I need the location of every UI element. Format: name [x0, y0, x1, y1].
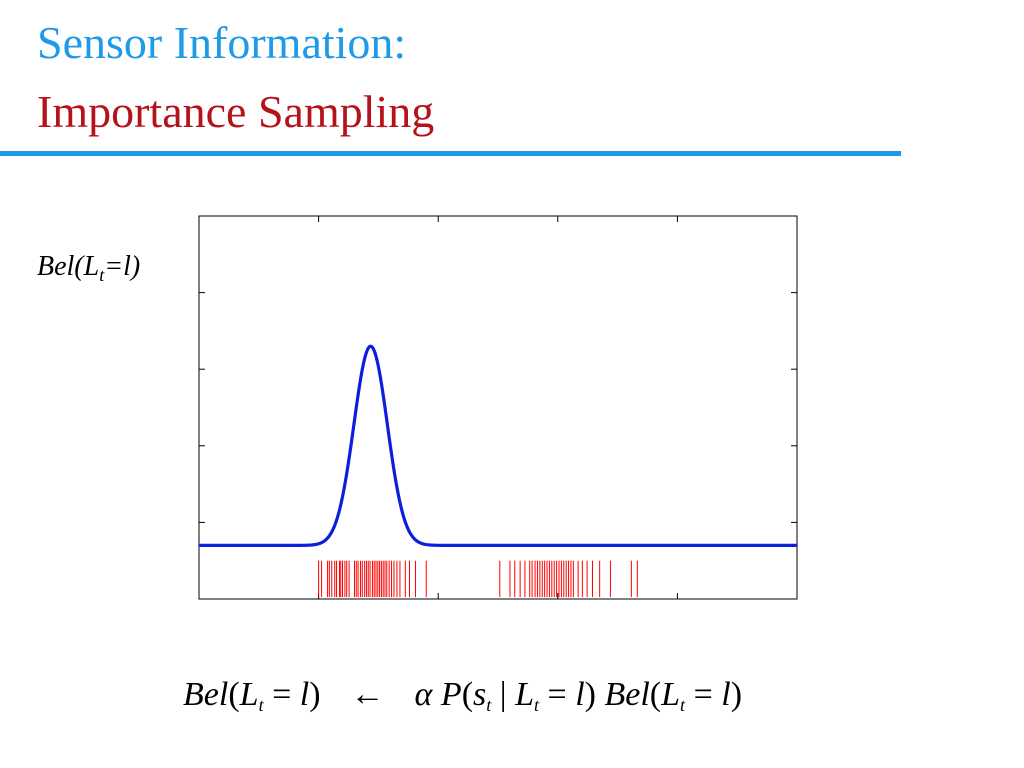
y-axis-label-tail: =l): [104, 251, 141, 282]
y-axis-label-main: Bel(L: [37, 251, 100, 282]
y-axis-label-subscript: t: [99, 265, 105, 285]
formula-p-eq: =: [539, 676, 576, 713]
formula-rhs-L: L: [661, 676, 681, 713]
formula-rhs-eq: =: [685, 676, 722, 713]
formula-lhs-L: L: [239, 676, 259, 713]
formula-lhs-bel: Bel: [183, 676, 229, 713]
sample-rug-group: [318, 560, 638, 598]
formula-p-l: l: [575, 676, 585, 713]
y-axis-label: Bel(Lt=l): [37, 251, 140, 286]
formula-p-L-sub: t: [534, 695, 540, 715]
formula-rhs-open: (: [649, 676, 662, 713]
formula-s: s: [473, 676, 487, 713]
update-formula: Bel(Lt = l) ← α P(st | Lt = l) Bel(Lt = l): [183, 676, 742, 716]
plot-ticks-group: [199, 216, 797, 599]
slide-title-line2: Importance Sampling: [37, 86, 435, 137]
formula-rhs-close: ): [730, 676, 743, 713]
formula-rhs-l: l: [721, 676, 731, 713]
formula-s-sub: t: [486, 695, 492, 715]
formula-p-close: ): [584, 676, 596, 713]
formula-p: P: [440, 676, 462, 713]
belief-curve: [198, 344, 798, 547]
formula-rhs-sub: t: [680, 695, 686, 715]
plot-frame: [198, 215, 798, 600]
formula-p-L: L: [515, 676, 534, 713]
formula-bar: |: [491, 676, 516, 713]
slide-title-line1: Sensor Information:: [37, 17, 407, 68]
formula-lhs-eq: =: [263, 676, 300, 713]
formula-lhs-close: ): [309, 676, 321, 713]
formula-alpha: α: [414, 676, 433, 713]
title-divider: [0, 151, 901, 156]
formula-p-open: (: [461, 676, 474, 713]
formula-lhs-l: l: [299, 676, 310, 713]
formula-lhs-sub: t: [258, 695, 264, 715]
formula-lhs-open: (: [228, 676, 240, 713]
belief-curve-group: [198, 344, 798, 547]
plot-frame-group: [198, 215, 798, 600]
formula-rhs-bel: Bel: [604, 676, 650, 713]
formula-arrow: ←: [350, 676, 385, 713]
